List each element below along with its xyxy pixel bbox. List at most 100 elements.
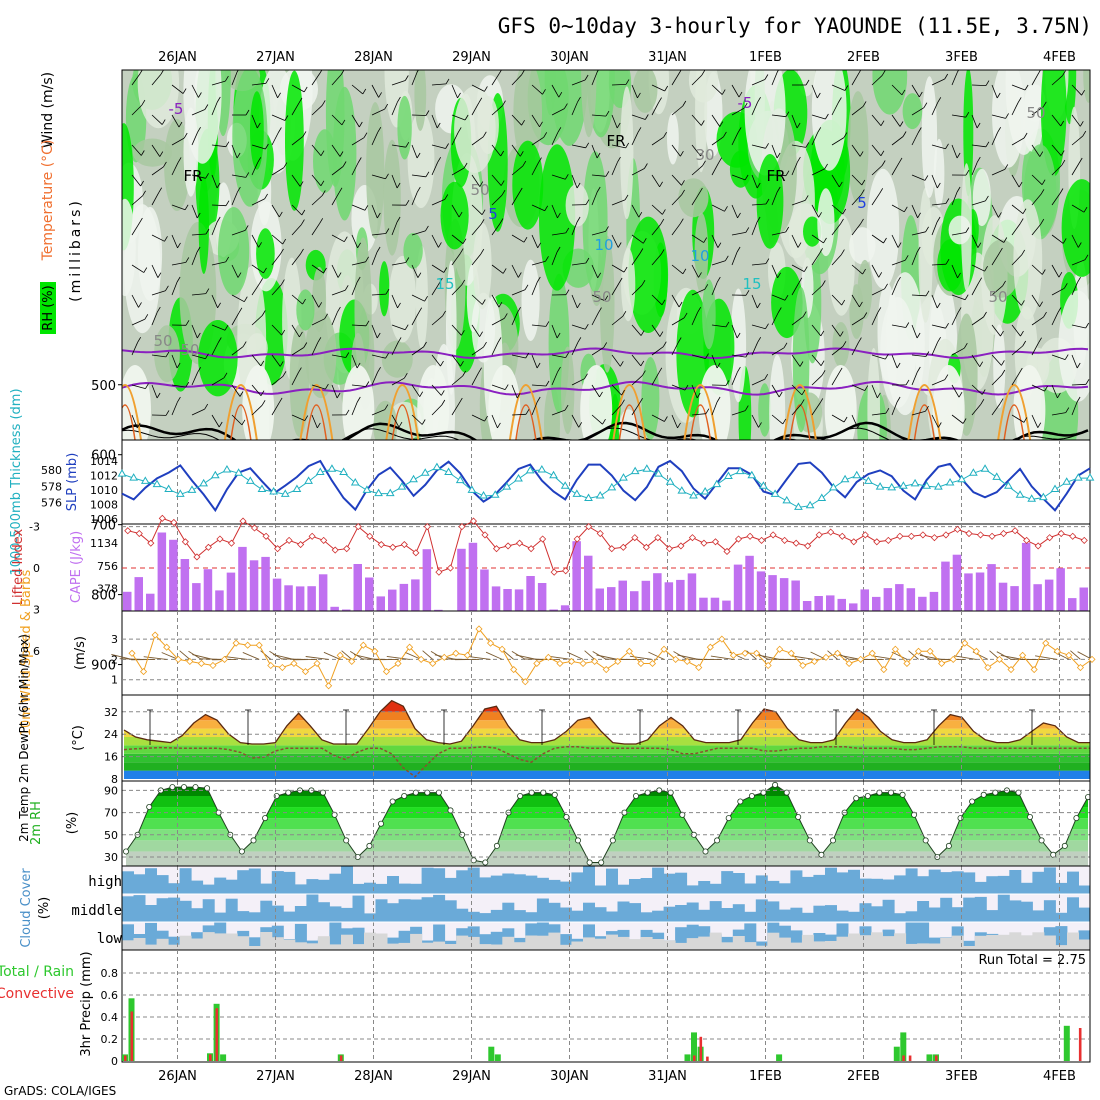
wind-barb-flag [1082,130,1087,137]
contour-label: 15 [742,275,761,293]
wind10-barb [908,650,919,660]
wind-barb-flag [576,302,581,309]
temp-tick-label: 24 [104,728,118,741]
cloud-cell [317,879,330,894]
wind-barb [1051,264,1060,278]
wind-barb [731,232,746,236]
wind-barb [1051,144,1062,156]
wind-barb [1051,164,1063,176]
wind-barb [551,84,560,98]
wind-barb [271,354,281,367]
wind-barb-flag [764,74,769,80]
wind-barb-flag [320,180,325,187]
wind-barb [691,413,706,416]
cloud-low-cell [271,937,284,950]
wind-barb-flag [725,321,730,328]
wind-barb-flag [261,310,266,316]
wind-barb [311,264,324,274]
rh-point [772,781,779,788]
wind10-point [417,655,425,663]
precip-total-bar [220,1054,227,1061]
wind-barb [711,234,719,248]
wind-barb-flag [737,212,741,219]
cape-bar [710,597,720,611]
wind-barb-flag [637,92,641,99]
wind-barb-flag [478,367,482,373]
cloud-low-cell [202,932,215,950]
wind-barb-flag [956,152,961,159]
wind-barb [631,132,639,146]
cloud-low-cell [387,943,399,950]
wind-barb [431,114,438,129]
wind-barb-flag [602,418,606,425]
cloud-label: Cloud Cover [19,868,34,948]
cape-bar [272,578,282,611]
rh-tick-label: 30 [104,851,118,864]
rh-point [737,798,744,805]
wind-barb [971,161,978,176]
wind-barb-flag [816,92,821,99]
wind-barb-flag [621,399,625,405]
cloud-cell [951,907,964,922]
wind-barb [571,414,580,428]
cloud-cell [755,875,768,894]
thickness-point [129,473,139,481]
wind-barb-flag [879,188,884,194]
isotherm-35 [689,404,712,440]
wind10-point [220,655,229,663]
wind-side-label: Wind (m/s) [40,72,56,148]
wind-barb [1071,324,1086,329]
wind-barb-flag [619,361,624,367]
wind10-point [452,649,460,657]
wind-barb [411,346,424,356]
wind-barb [631,84,638,99]
wind-barb-flag [397,96,401,103]
isotherm-35 [122,404,136,440]
wind10-point [995,655,1004,663]
wind-barb [151,73,162,86]
lifted-point [354,523,362,531]
wind-barb-flag [1018,367,1023,374]
wind-barb-flag [502,268,507,274]
contour-label: 50 [153,332,172,350]
rh-tick-label: 70 [104,807,118,820]
wind10-point [648,659,657,668]
wind-barb [291,324,300,338]
wind-barb-flag [522,160,527,167]
wind-barb [571,378,585,386]
wind-barb [951,384,960,398]
wind-barb-flag [384,103,389,110]
wind-barb-flag [1038,337,1042,343]
thickness-point [735,466,745,475]
precip-ticks: 0.80.60.40.20 [101,967,119,1068]
wind-barb [571,79,586,86]
wind-barb [331,289,346,296]
wind-barb-flag [501,189,506,196]
wind-barb-flag [880,120,885,126]
cloud-cell [594,907,607,922]
rh-blob [744,70,786,176]
precip-conv-label: Convective [0,986,74,1002]
wind10-point [533,659,541,668]
wind-barb [211,221,218,236]
rh-band [126,851,1088,866]
wind-barb [611,234,619,248]
wind-barb [671,294,680,308]
wind-barb-flag [881,70,886,76]
wind-barb-flag [205,288,210,294]
wind-barb-flag [464,114,469,121]
thickness-point [339,467,348,475]
wind-barb [231,71,238,86]
wind-barb-flag [482,131,487,138]
thickness-point [549,470,558,479]
cloud-low-cell [848,933,860,950]
rh-point [969,798,976,805]
wind-barb-flag [905,322,910,328]
rh-unit: (%) [65,812,80,835]
cloud-cell [744,883,757,894]
wind-barb [231,230,246,236]
wind-barb-flag [204,403,209,410]
cloud-cell [790,907,803,922]
lifted-point [539,535,547,543]
cloud-cell [456,870,469,894]
